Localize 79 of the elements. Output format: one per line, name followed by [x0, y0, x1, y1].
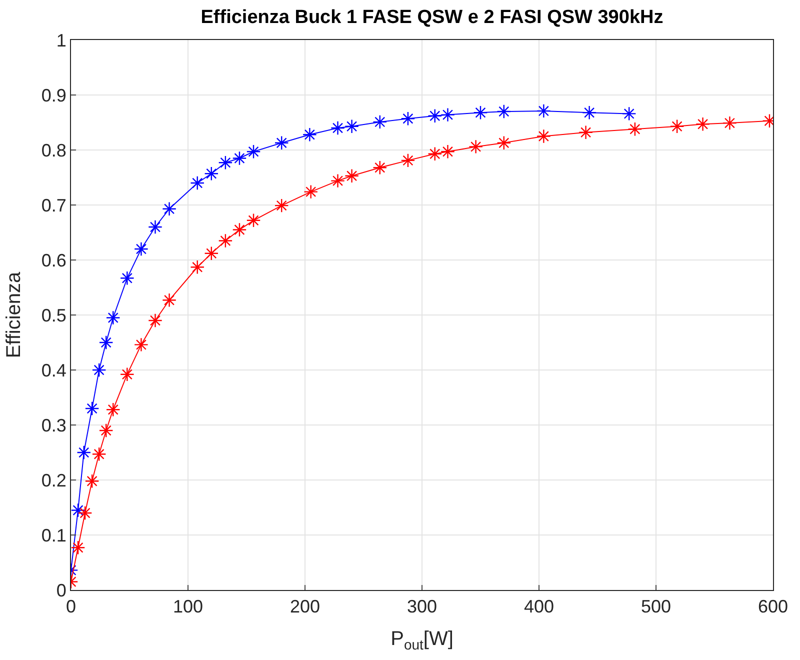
- point: [92, 446, 106, 462]
- x-axis-title: P$_{out}$[W]: [390, 628, 454, 652]
- point: [496, 104, 512, 119]
- x-tick-label: 200: [290, 596, 320, 617]
- point: [344, 119, 359, 134]
- point: [536, 129, 551, 144]
- point: [473, 105, 488, 120]
- point: [134, 338, 148, 352]
- point: [232, 222, 247, 237]
- point: [302, 127, 317, 142]
- y-tick-label: 0.2: [41, 470, 66, 490]
- point: [428, 146, 442, 162]
- point: [670, 119, 684, 134]
- point: [120, 270, 134, 286]
- y-tick-label: 0: [56, 580, 66, 600]
- y-tick-label: 0.8: [41, 140, 66, 160]
- point: [428, 108, 442, 124]
- point: [204, 246, 219, 261]
- point: [134, 242, 148, 256]
- point: [106, 310, 120, 325]
- point: [246, 144, 261, 159]
- point: [232, 151, 247, 166]
- point: [190, 176, 205, 190]
- point: [246, 213, 261, 228]
- point: [162, 292, 176, 308]
- point: [344, 168, 359, 184]
- point: [400, 153, 416, 168]
- point: [98, 335, 114, 350]
- point: [372, 160, 388, 175]
- point: [78, 506, 92, 520]
- point: [204, 166, 219, 181]
- point: [372, 114, 388, 130]
- point: [304, 184, 318, 199]
- y-tick-label: 1: [56, 30, 66, 50]
- point: [162, 202, 176, 216]
- point: [106, 402, 120, 417]
- y-tick-label: 0.3: [41, 415, 66, 436]
- point: [628, 122, 642, 136]
- point: [622, 106, 636, 121]
- y-tick-label: 0.4: [41, 360, 66, 380]
- point: [330, 120, 345, 136]
- point: [330, 174, 345, 188]
- x-tick-label: 500: [640, 596, 672, 617]
- point: [71, 503, 86, 518]
- x-tick-label: 400: [524, 596, 554, 617]
- point: [440, 108, 455, 122]
- y-axis-title: Efficienza: [2, 270, 25, 358]
- point: [218, 234, 233, 248]
- point: [76, 445, 92, 460]
- point: [84, 474, 100, 488]
- point: [98, 423, 114, 438]
- point: [120, 367, 134, 382]
- point: [148, 220, 162, 234]
- point: [71, 540, 86, 555]
- point: [274, 136, 289, 150]
- point: [536, 104, 551, 118]
- x-tick-label: 300: [406, 596, 438, 617]
- point: [190, 260, 205, 274]
- y-tick-label: 0.5: [41, 305, 66, 326]
- point: [722, 116, 737, 130]
- point: [400, 111, 416, 126]
- point: [582, 105, 597, 120]
- y-tick-label: 0.7: [41, 195, 66, 216]
- x-tick-label: 100: [172, 596, 204, 617]
- point: [468, 140, 484, 154]
- point: [440, 144, 455, 159]
- point: [578, 125, 593, 140]
- point: [274, 198, 289, 213]
- y-tick-label: 0.6: [41, 250, 66, 270]
- point: [84, 401, 100, 416]
- y-tick-label: 0.9: [41, 85, 66, 106]
- point: [696, 116, 710, 132]
- point: [218, 155, 233, 170]
- point: [92, 362, 106, 378]
- point: [148, 313, 162, 328]
- chart-title: Efficienza Buck 1 FASE QSW e 2 FASI QSW 390kHz: [200, 7, 664, 28]
- y-tick-label: 0.1: [41, 525, 66, 546]
- point: [496, 136, 512, 150]
- x-tick-label: 600: [758, 596, 788, 617]
